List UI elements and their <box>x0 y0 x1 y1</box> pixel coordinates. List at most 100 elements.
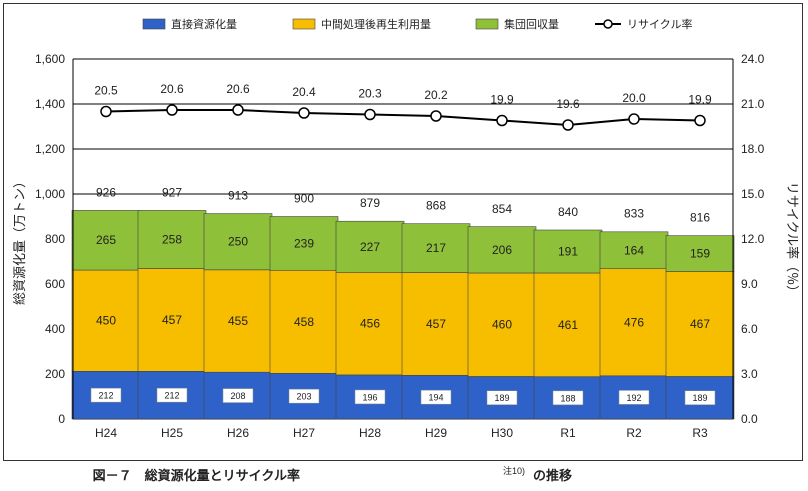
rate-label: 20.0 <box>622 91 646 105</box>
x-tick-label: H28 <box>359 426 381 440</box>
caption: 図－７ 総資源化量とリサイクル率 注10) の推移 <box>93 465 572 484</box>
bar-segment-group <box>467 226 537 274</box>
y-tick-label: 1,400 <box>35 97 65 111</box>
rate-point <box>430 110 442 122</box>
value-label-processed: 460 <box>492 318 512 332</box>
y2-tick-label: 18.0 <box>741 142 765 156</box>
value-label-box <box>552 390 584 406</box>
y-tick-label: 1,200 <box>35 142 65 156</box>
bar-segment-direct <box>137 370 207 420</box>
axes: 0 200 400 600 800 1,000 1,200 1,400 1,600 0.0 3.0 6… <box>35 52 765 440</box>
bar-segment-group <box>599 231 669 270</box>
value-label-processed: 467 <box>690 317 710 331</box>
legend-swatch <box>475 18 499 30</box>
rate-point <box>298 107 310 119</box>
legend: 直接資源化量 中間処理後再生利用量 集団回収量 リサイクル率 <box>142 17 692 31</box>
y2-axis-label: リサイクル率（％） <box>784 182 800 298</box>
rate-point <box>496 114 508 127</box>
bar-segment-processed <box>467 272 537 377</box>
y2-tick-label: 21.0 <box>741 97 765 111</box>
value-label-direct: 212 <box>164 391 179 401</box>
value-label-processed: 456 <box>360 317 380 331</box>
value-label-box <box>222 388 254 403</box>
bar-segment-group <box>269 216 339 271</box>
legend-label: リサイクル率 <box>627 17 692 31</box>
x-tick-label: H30 <box>491 426 513 440</box>
value-label-processed: 457 <box>426 317 446 331</box>
rate-label: 19.6 <box>556 97 580 111</box>
bar-segment-processed <box>335 271 405 376</box>
legend-label: 中間処理後再生利用量 <box>321 17 431 31</box>
value-label-group: 206 <box>492 243 512 257</box>
value-label-direct: 189 <box>692 393 707 403</box>
bar-segment-group <box>203 213 273 271</box>
value-label-group: 164 <box>624 243 644 257</box>
value-label-direct: 194 <box>428 393 443 403</box>
value-label-box <box>486 390 518 405</box>
value-label-group: 191 <box>558 244 578 258</box>
value-label-processed: 457 <box>162 313 182 327</box>
rate-point <box>100 105 112 118</box>
bar-segment-group <box>533 229 603 274</box>
total-label: 833 <box>624 207 644 221</box>
bar-labels: 212 450 265 926 212 457 258 927 208 455 250 913 203 4… <box>90 185 716 406</box>
bars <box>71 210 735 420</box>
value-label-box <box>354 389 386 405</box>
rate-label: 19.9 <box>490 93 514 107</box>
value-label-direct: 192 <box>626 393 641 403</box>
legend-label: 直接資源化量 <box>171 17 237 31</box>
y-tick-label: 600 <box>45 277 65 291</box>
value-label-box <box>684 390 716 405</box>
bar-segment-group <box>137 210 207 269</box>
rate-label: 20.6 <box>226 82 250 96</box>
x-tick-label: H27 <box>293 426 315 440</box>
y2-tick-label: 12.0 <box>741 232 765 246</box>
bar-segment-processed <box>533 272 603 378</box>
value-label-processed: 455 <box>228 314 248 328</box>
rate-point <box>694 114 706 127</box>
rate-point <box>364 108 376 121</box>
bar-segment-processed <box>401 272 471 376</box>
value-label-processed: 461 <box>558 318 578 332</box>
x-tick-label: H24 <box>95 426 117 440</box>
total-label: 879 <box>360 196 380 210</box>
y-tick-label: 400 <box>45 322 65 336</box>
value-label-group: 239 <box>294 236 314 250</box>
value-label-group: 258 <box>162 232 182 246</box>
value-label-direct: 188 <box>560 393 575 403</box>
value-label-box <box>288 388 320 404</box>
x-tick-label: H29 <box>425 426 447 440</box>
value-label-direct: 212 <box>98 391 113 401</box>
value-label-direct: 196 <box>362 392 377 402</box>
value-label-direct: 208 <box>230 391 245 401</box>
rate-label: 20.4 <box>292 85 316 99</box>
value-label-group: 250 <box>228 235 248 249</box>
rate-point <box>232 104 244 116</box>
value-label-box <box>420 389 452 405</box>
recycle-rate-line: 20.5 20.6 20.6 20.4 20.3 20.2 19.9 19.6 20.0 19.9 <box>94 82 712 131</box>
value-label-box <box>90 387 122 403</box>
legend-swatch <box>142 18 166 30</box>
total-label: 840 <box>558 205 578 219</box>
bar-segment-group <box>401 223 471 273</box>
value-label-direct: 189 <box>494 393 509 403</box>
value-label-group: 217 <box>426 241 446 255</box>
bar-segment-group <box>71 210 141 271</box>
value-label-direct: 203 <box>296 392 311 402</box>
y2-tick-label: 24.0 <box>741 52 765 66</box>
bar-segment-group <box>335 220 405 273</box>
y-tick-label: 0 <box>58 412 65 426</box>
caption-suffix: の推移 <box>533 468 572 484</box>
y-tick-label: 800 <box>45 232 65 246</box>
x-tick-label: R3 <box>692 426 708 440</box>
rate-label: 19.9 <box>688 93 712 107</box>
bar-segment-processed <box>203 269 273 373</box>
x-tick-label: H26 <box>227 426 249 440</box>
rate-line <box>105 109 701 127</box>
value-label-group: 159 <box>690 247 710 261</box>
x-tick-label: R1 <box>560 426 576 440</box>
value-label-group: 265 <box>96 233 116 247</box>
value-label-processed: 450 <box>96 314 116 328</box>
